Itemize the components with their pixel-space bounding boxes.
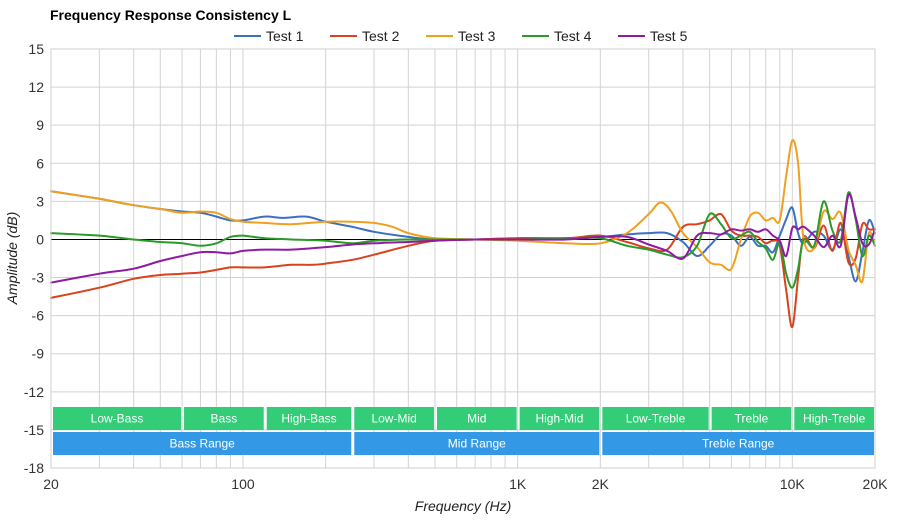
series-line-test-2 (50, 212, 876, 329)
y-tick-label: -6 (32, 308, 45, 324)
range-band-label: Bass Range (169, 437, 235, 451)
y-tick-label: 15 (28, 41, 44, 57)
sub-range-band (436, 407, 517, 430)
legend-item-test-2[interactable]: Test 2 (330, 28, 400, 44)
range-band-label: Treble Range (702, 437, 775, 451)
legend-label: Test 3 (458, 28, 496, 44)
sub-range-band-label: High-Bass (281, 412, 336, 426)
legend-label: Test 5 (650, 28, 688, 44)
legend-item-test-1[interactable]: Test 1 (234, 28, 304, 44)
x-tick-label: 2K (592, 476, 610, 492)
y-tick-label: 6 (36, 155, 44, 171)
x-tick-label: 10K (780, 476, 806, 492)
plot-border (50, 48, 876, 469)
sub-range-band-label: Low-Mid (371, 412, 416, 426)
x-tick-label: 20K (863, 476, 889, 492)
range-bands: Low-Bass Bass High-Bass Low-Mid Mid High-Mid L… (53, 407, 874, 455)
sub-range-band-label: Bass (211, 412, 238, 426)
sub-range-band (354, 407, 434, 430)
range-band (602, 432, 874, 455)
sub-range-band-label: Treble (735, 412, 769, 426)
sub-range-band (794, 407, 874, 430)
sub-range-band-label: Low-Bass (91, 412, 144, 426)
range-band-label: Mid Range (448, 437, 506, 451)
series-line-test-4 (50, 191, 876, 289)
sub-range-band (519, 407, 600, 430)
sub-range-band (184, 407, 264, 430)
legend-item-test-5[interactable]: Test 5 (618, 28, 688, 44)
legend-label: Test 2 (362, 28, 400, 44)
legend-label: Test 4 (554, 28, 592, 44)
series-line-test-3 (50, 139, 876, 284)
x-tick-label: 1K (509, 476, 527, 492)
legend-label: Test 1 (266, 28, 304, 44)
legend-item-test-4[interactable]: Test 4 (522, 28, 592, 44)
y-tick-label: 0 (36, 231, 44, 247)
legend[interactable]: Test 1 Test 2 Test 3 Test 4 Test 5 (234, 28, 688, 44)
legend-item-test-3[interactable]: Test 3 (426, 28, 496, 44)
y-tick-label: -12 (24, 384, 44, 400)
sub-range-band (266, 407, 352, 430)
sub-range-band-label: High-Treble (803, 412, 866, 426)
y-tick-label: 12 (28, 79, 44, 95)
x-tick-label: 100 (231, 476, 255, 492)
y-tick-label: -15 (24, 422, 44, 438)
y-tick-label: 9 (36, 117, 44, 133)
sub-range-band (602, 407, 709, 430)
sub-range-band (53, 407, 182, 430)
y-tick-label: 3 (36, 193, 44, 209)
sub-range-band-label: High-Mid (535, 412, 583, 426)
sub-range-band-label: Mid (467, 412, 486, 426)
sub-range-band-label: Low-Treble (626, 412, 686, 426)
range-band (53, 432, 352, 455)
series-line-test-5 (50, 193, 876, 284)
sub-range-band (711, 407, 792, 430)
x-tick-label: 20 (43, 476, 59, 492)
y-tick-label: -9 (32, 346, 45, 362)
y-tick-label: -3 (32, 270, 45, 286)
x-axis-label: Frequency (Hz) (415, 498, 511, 514)
range-band (354, 432, 600, 455)
y-axis-label: Amplitude (dB) (4, 212, 20, 306)
chart-title: Frequency Response Consistency L (50, 7, 292, 23)
series-lines (50, 139, 876, 329)
y-tick-label: -18 (24, 460, 44, 476)
